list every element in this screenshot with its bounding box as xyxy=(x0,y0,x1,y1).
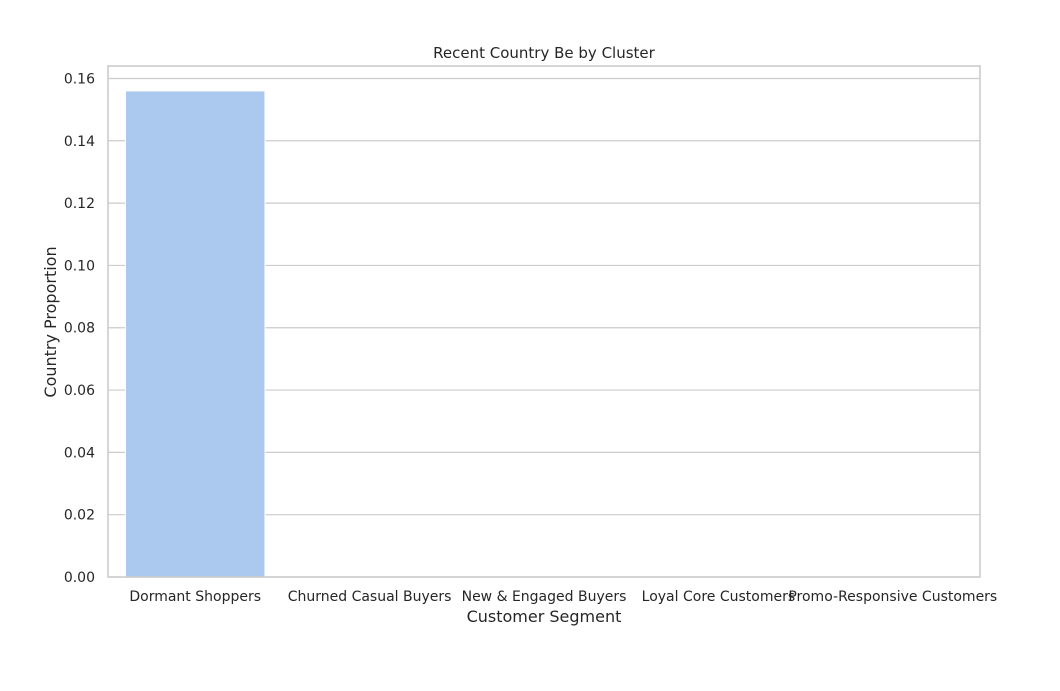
x-tick-label: New & Engaged Buyers xyxy=(462,589,627,605)
chart-title: Recent Country Be by Cluster xyxy=(433,44,655,62)
bars xyxy=(124,90,266,578)
y-tick-label: 0.04 xyxy=(64,445,95,461)
x-tick-label: Churned Casual Buyers xyxy=(288,589,452,605)
x-tick-label: Dormant Shoppers xyxy=(129,589,261,605)
plot-frame xyxy=(107,65,981,578)
bar xyxy=(124,90,266,578)
y-tick-label: 0.00 xyxy=(64,570,95,586)
x-tick-labels: Dormant Shoppers Churned Casual Buyers New… xyxy=(129,589,997,605)
y-tick-label: 0.02 xyxy=(64,508,95,524)
y-axis-label: Country Proportion xyxy=(41,246,60,397)
y-tick-label: 0.10 xyxy=(64,258,95,274)
y-tick-labels: 0.00 0.02 0.04 0.06 0.08 0.10 0.12 0.14 0.16 xyxy=(64,71,95,586)
y-tick-label: 0.06 xyxy=(64,383,95,399)
y-tick-label: 0.08 xyxy=(64,321,95,337)
x-axis-label: Customer Segment xyxy=(467,607,622,626)
y-tick-label: 0.16 xyxy=(64,71,95,87)
y-tick-label: 0.12 xyxy=(64,196,95,212)
x-tick-label: Loyal Core Customers xyxy=(642,589,795,605)
x-tick-label: Promo-Responsive Customers xyxy=(788,589,997,605)
y-tick-label: 0.14 xyxy=(64,134,95,150)
